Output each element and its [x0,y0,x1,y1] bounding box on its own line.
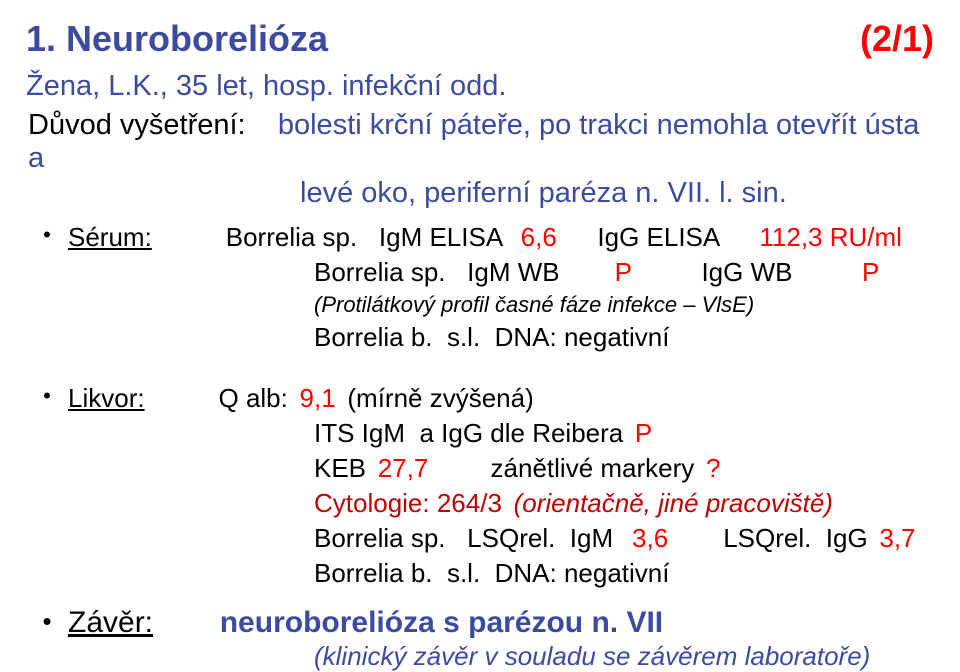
csf-qalb: 9,1 [300,383,336,413]
csf-dna: Borrelia b. s.l. DNA: negativní [314,556,934,591]
csf-l3a: KEB [314,453,373,483]
reason-label: Důvod vyšetření: [28,109,246,141]
csf-its: P [635,418,652,448]
csf-markers-q: ? [706,453,720,483]
csf-lsq-igg: 3,7 [879,523,915,553]
csf-l1c: (mírně zvýšená) [340,383,534,413]
slide: 1. Neuroborelióza (2/1) Žena, L.K., 35 l… [0,0,960,666]
csf-row: • Likvor: Q alb: 9,1 (mírně zvýšená) ITS… [26,381,934,592]
serum-dna: Borrelia b. s.l. DNA: negativní [314,320,934,355]
patient-line: Žena, L.K., 35 let, hosp. infekční odd. [26,70,934,103]
conclusion-label: Závěr: [68,606,153,639]
csf-cytology: Cytologie: 264/3 [314,488,509,518]
csf-l3c: zánětlivé markery [433,453,702,483]
csf-l5a: Borrelia sp. LSQrel. IgM [314,523,628,553]
page-number: (2/1) [860,18,934,60]
bullet-icon: • [26,606,68,636]
serum-igm-elisa: 6,6 [521,222,557,252]
serum-l1a: Borrelia sp. IgM ELISA [226,222,516,252]
csf-l1a: Q alb: [219,383,296,413]
csf-l5c: LSQrel. IgG [673,523,875,553]
serum-profile-note: (Protilátkový profil časné fáze infekce … [314,290,934,320]
conclusion-row: • Závěr: neuroborelióza s parézou n. VII… [26,606,934,672]
conclusion-note: (klinický závěr v souladu se závěrem lab… [314,641,934,672]
bullet-icon: • [26,381,68,411]
title-row: 1. Neuroborelióza (2/1) [26,18,934,60]
csf-cytology-note: (orientačně, jiné pracoviště) [514,488,833,518]
serum-label: Sérum: [68,222,152,252]
serum-l1c: IgG ELISA [561,222,755,252]
serum-row: • Sérum: Borrelia sp. IgM ELISA 6,6 IgG … [26,220,934,355]
serum-l2c: IgG WB [636,257,857,287]
bullet-icon: • [26,220,68,250]
slide-title: 1. Neuroborelióza [26,18,328,60]
conclusion-text: neuroborelióza s parézou n. VII [220,606,663,639]
csf-l2a: ITS IgM a IgG dle Reibera [314,418,630,448]
csf-keb: 27,7 [378,453,429,483]
serum-igg-wb: P [862,257,879,287]
csf-label: Likvor: [68,383,145,413]
reason-row: Důvod vyšetření: bolesti krční páteře, p… [26,109,934,175]
csf-lsq-igm: 3,6 [632,523,668,553]
serum-igm-wb: P [615,257,632,287]
reason-text-2: levé oko, periferní paréza n. VII. l. si… [26,177,934,210]
serum-l2a: Borrelia sp. IgM WB [314,257,610,287]
serum-igg-elisa: 112,3 RU/ml [759,222,902,252]
